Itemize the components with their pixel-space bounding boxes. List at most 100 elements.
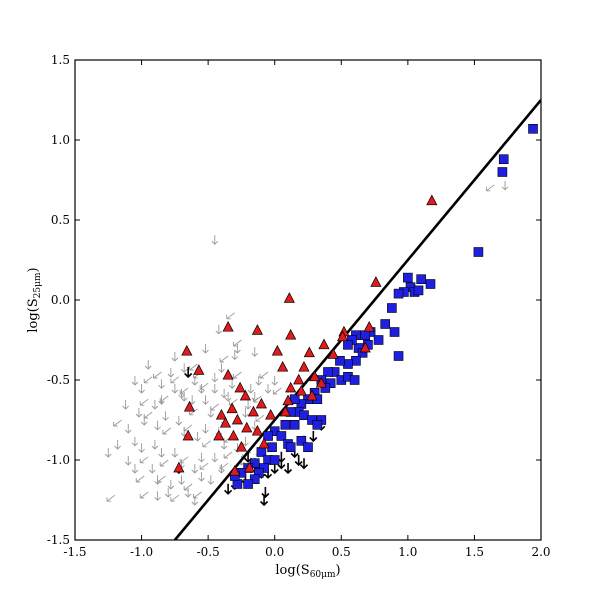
- triangle-point: [241, 421, 253, 433]
- upper-limit-grey-point: [114, 440, 121, 450]
- square-point: [323, 367, 333, 377]
- triangle-point: [234, 381, 246, 393]
- upper-limit-grey-point: [188, 395, 196, 405]
- square-point: [343, 359, 353, 369]
- triangle-point: [182, 429, 194, 441]
- triangle-point: [222, 368, 234, 380]
- triangle-point: [279, 405, 291, 417]
- triangle-point: [247, 405, 259, 417]
- square-point: [289, 419, 300, 430]
- upper-limit-grey-point: [211, 384, 219, 394]
- triangle-point: [227, 429, 240, 441]
- square-point: [393, 351, 404, 361]
- upper-limit-grey-point: [211, 372, 219, 383]
- triangle-point: [282, 394, 294, 406]
- upper-limit-black-point: [309, 431, 318, 443]
- square-point: [303, 442, 313, 453]
- upper-limit-grey-point: [180, 392, 188, 402]
- upper-limit-grey-point: [224, 392, 232, 402]
- upper-limit-grey-point: [151, 440, 159, 450]
- upper-limit-black-point: [261, 487, 270, 499]
- triangle-point: [193, 364, 205, 375]
- upper-limit-grey-point: [219, 462, 229, 470]
- upper-limit-grey-point: [159, 459, 169, 467]
- triangle-point: [283, 292, 295, 303]
- triangle-point: [173, 461, 185, 473]
- upper-limit-grey-point: [139, 398, 149, 406]
- upper-limit-grey-point: [501, 180, 509, 191]
- upper-limit-grey-point: [171, 384, 179, 394]
- upper-limit-black-point: [283, 463, 293, 475]
- axis-ticks: -1.5 -1.0 -0.5 0.0 0.5 1.0 1.5 2.0 -1.5 -1.0 -0.5 0…: [47, 53, 551, 559]
- upper-limit-grey-point: [113, 419, 122, 427]
- y-tick-label: 1.5: [51, 53, 70, 67]
- upper-limit-grey-point: [139, 491, 149, 499]
- triangle-point: [265, 408, 277, 420]
- upper-limit-grey-point: [202, 424, 209, 434]
- upper-limit-black-point: [277, 458, 286, 470]
- triangle-point: [303, 346, 315, 358]
- upper-limit-grey-point: [252, 395, 262, 403]
- y-tick-label: 0.0: [51, 293, 70, 307]
- upper-limit-grey-point: [162, 427, 172, 435]
- triangle-point: [235, 440, 248, 452]
- x-tick-label: -1.0: [130, 545, 153, 559]
- triangle-point: [327, 348, 339, 359]
- square-point: [416, 274, 426, 285]
- upper-limit-grey-point: [184, 488, 192, 498]
- triangle-point: [295, 384, 307, 396]
- x-tick-label: 0.0: [265, 545, 284, 559]
- upper-limit-grey-point: [210, 403, 220, 411]
- square-point: [280, 419, 291, 430]
- y-tick-label: -0.5: [47, 373, 70, 387]
- y-tick-label: -1.5: [47, 533, 70, 547]
- upper-limit-grey-point: [183, 424, 193, 432]
- square-point: [312, 419, 323, 430]
- triangle-point: [181, 344, 193, 356]
- triangle-point: [315, 376, 327, 388]
- x-tick-label: -1.5: [63, 545, 86, 559]
- upper-limit-grey-point: [207, 475, 215, 485]
- upper-limit-grey-point: [242, 408, 249, 418]
- upper-limit-black-point: [259, 495, 269, 507]
- upper-limit-grey-point: [219, 355, 229, 363]
- upper-limit-grey-point: [131, 436, 139, 447]
- y-tick-label: 1.0: [51, 133, 70, 147]
- upper-limit-grey-point: [178, 475, 185, 485]
- upper-limit-grey-point: [244, 400, 252, 410]
- fit-line: [173, 99, 541, 540]
- square-point: [497, 167, 508, 177]
- upper-limit-black-point: [299, 458, 309, 470]
- x-axis-label: log(S60μm): [275, 563, 340, 580]
- upper-limit-grey-point: [158, 448, 165, 458]
- square-point: [335, 355, 345, 366]
- upper-limit-grey-point: [255, 376, 263, 386]
- upper-limit-grey-point: [198, 452, 205, 463]
- triangle-point: [306, 389, 318, 401]
- upper-limit-grey-point: [198, 472, 205, 482]
- upper-limit-grey-point: [211, 452, 219, 463]
- square-point: [473, 247, 484, 257]
- square-point: [343, 339, 353, 350]
- upper-limit-grey-point: [191, 464, 199, 474]
- square-point: [349, 375, 360, 385]
- triangle-point: [271, 344, 283, 356]
- upper-limit-grey-point: [220, 388, 228, 399]
- y-tick-label: -1.0: [47, 453, 70, 467]
- triangle-point: [363, 320, 375, 332]
- upper-limit-grey-point: [264, 384, 272, 394]
- upper-limit-grey-point: [122, 400, 129, 410]
- upper-limit-grey-point: [170, 376, 180, 384]
- square-point: [232, 479, 243, 489]
- square-point: [393, 288, 404, 299]
- upper-limit-grey-point: [211, 235, 219, 245]
- upper-limit-grey-point: [143, 411, 153, 419]
- triangle-point: [222, 320, 234, 332]
- square-point: [413, 285, 424, 296]
- triangle-point: [251, 324, 263, 335]
- upper-limit-grey-point: [189, 363, 198, 371]
- upper-limit-grey-point: [138, 384, 145, 394]
- square-point: [389, 327, 400, 337]
- y-tick-label: 0.5: [51, 213, 70, 227]
